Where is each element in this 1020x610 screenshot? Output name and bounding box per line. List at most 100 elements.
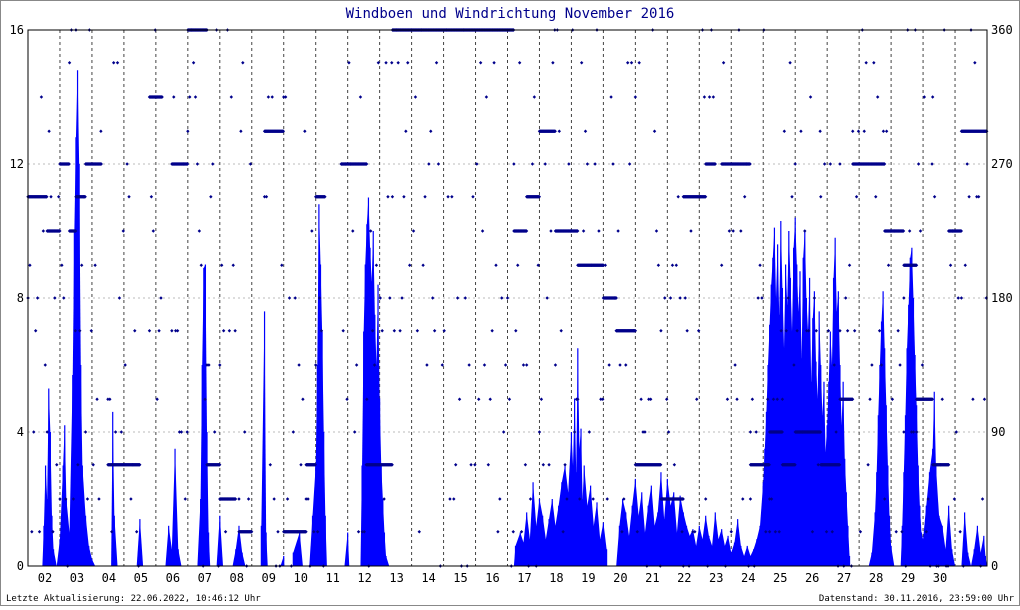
direction-point	[205, 363, 209, 367]
direction-point	[766, 397, 770, 401]
gust-bar	[632, 478, 636, 566]
direction-point	[938, 463, 943, 467]
direction-point	[879, 363, 884, 367]
x-tick-label: 18	[549, 571, 563, 585]
gust-bar	[584, 465, 588, 566]
direction-point	[756, 296, 760, 300]
direction-point	[681, 497, 685, 501]
gust-bar	[919, 505, 922, 566]
direction-point	[73, 229, 78, 233]
direction-point	[680, 530, 684, 534]
gust-bar	[323, 432, 326, 566]
gust-bar	[756, 525, 761, 566]
direction-point	[748, 430, 753, 434]
gust-bar	[280, 555, 284, 566]
gust-bar	[582, 465, 585, 566]
gust-bar	[529, 482, 534, 566]
gust-bar	[891, 545, 895, 566]
plot-frame	[27, 29, 988, 567]
y-tick-label: 0	[17, 559, 24, 573]
gust-bar	[788, 231, 791, 566]
gust-bar	[347, 532, 350, 566]
direction-point	[545, 296, 549, 300]
direction-point	[47, 129, 51, 133]
gust-bar	[886, 405, 888, 566]
gust-bar	[664, 478, 668, 566]
x-tick-label: 11	[325, 571, 339, 585]
direction-point	[930, 95, 935, 99]
direction-point	[492, 61, 496, 65]
direction-point	[741, 497, 745, 501]
direction-point	[609, 95, 613, 99]
x-tick-label: 02	[38, 571, 52, 585]
direction-point	[249, 530, 254, 534]
gust-bar	[200, 365, 203, 566]
gust-bar	[77, 70, 80, 566]
gust-bar	[801, 257, 804, 566]
direction-point	[824, 530, 829, 534]
gust-bar	[51, 515, 54, 566]
direction-point	[641, 430, 645, 434]
direction-point	[58, 497, 62, 501]
x-tick-label: 16	[485, 571, 499, 585]
direction-point	[80, 263, 84, 267]
gust-bar	[740, 545, 745, 566]
gust-bar	[843, 381, 845, 566]
gust-bar	[48, 388, 51, 566]
direction-point	[914, 263, 919, 267]
direction-point	[599, 397, 603, 401]
direction-point	[565, 497, 569, 501]
direction-point	[303, 129, 307, 133]
gust-bar	[948, 505, 952, 566]
direction-point	[958, 530, 962, 534]
gust-bar	[836, 291, 839, 566]
y2-tick-label: 0	[991, 559, 998, 573]
direction-point	[858, 530, 863, 534]
direction-point	[537, 430, 542, 434]
gust-bar	[750, 549, 754, 566]
direction-point	[30, 530, 34, 534]
direction-point	[647, 397, 651, 401]
direction-point	[884, 129, 889, 133]
direction-point	[918, 229, 923, 233]
direction-point	[733, 363, 737, 367]
y2-tick-label: 180	[991, 291, 1013, 305]
gust-bar	[809, 277, 812, 566]
y-tick-label: 8	[17, 291, 24, 305]
gust-bar	[558, 482, 562, 566]
direction-point	[695, 397, 699, 401]
gust-bar	[967, 552, 972, 566]
direction-point	[578, 497, 582, 501]
gust-bar	[715, 512, 719, 566]
direction-point	[748, 162, 752, 166]
gust-bar	[577, 348, 580, 566]
direction-point	[721, 61, 726, 65]
gust-bar	[178, 549, 182, 566]
direction-point	[519, 530, 524, 534]
gust-bar	[911, 247, 914, 566]
direction-point	[847, 263, 852, 267]
gust-bar	[923, 505, 927, 566]
gust-bar	[362, 331, 364, 566]
gust-bar	[817, 311, 820, 566]
gust-bar	[576, 348, 578, 566]
direction-point	[56, 195, 61, 199]
x-tick-label: 09	[262, 571, 276, 585]
direction-point	[605, 497, 609, 501]
gust-bar	[533, 482, 537, 566]
direction-point	[963, 263, 967, 267]
direction-point	[828, 162, 833, 166]
y2-tick-label: 90	[991, 425, 1005, 439]
gust-bar	[935, 465, 940, 566]
direction-point	[231, 263, 235, 267]
x-tick-label: 19	[581, 571, 595, 585]
gust-bar	[293, 532, 300, 566]
gust-bar	[830, 331, 832, 566]
direction-point	[854, 195, 859, 199]
direction-point	[446, 195, 450, 199]
gust-bar	[219, 515, 223, 566]
gust-bar	[768, 324, 770, 566]
gust-bar	[112, 411, 115, 566]
direction-point	[739, 229, 743, 233]
